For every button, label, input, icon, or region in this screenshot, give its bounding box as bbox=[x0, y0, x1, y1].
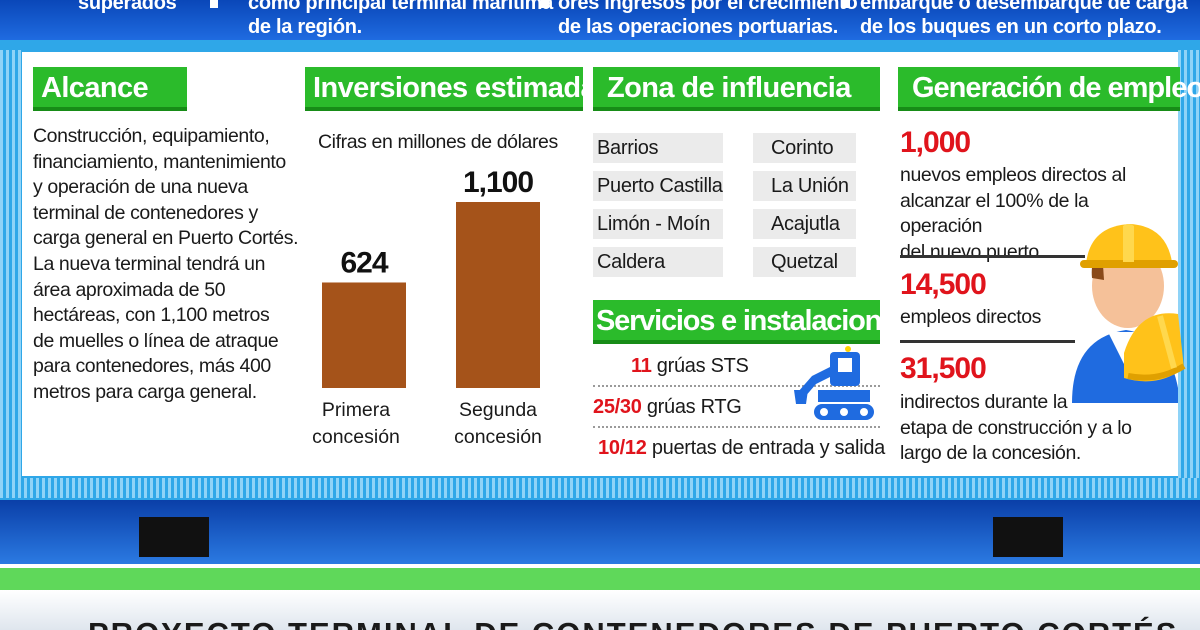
bullet-marker bbox=[541, 0, 549, 8]
employment-line: nuevos empleos directos al bbox=[900, 164, 1126, 186]
container-ribs-left bbox=[0, 50, 22, 490]
top-text-line: de los buques en un corto plazo. bbox=[860, 16, 1162, 38]
chart-caption: Cifras en millones de dólares bbox=[318, 131, 558, 153]
excavator-icon bbox=[794, 346, 874, 420]
top-text-col-4: embarque o desembarque de carga de los b… bbox=[860, 0, 1188, 39]
top-text-col-1: superados bbox=[78, 0, 177, 15]
top-text-line: embarque o desembarque de carga bbox=[860, 0, 1188, 14]
service-label: grúas STS bbox=[651, 355, 749, 377]
service-row: 25/30 grúas RTG bbox=[593, 389, 880, 428]
alcance-line: La nueva terminal tendrá un bbox=[33, 252, 266, 275]
divider bbox=[900, 255, 1085, 258]
alcance-line: financiamiento, mantenimiento bbox=[33, 150, 286, 173]
zone-cell: La Unión bbox=[753, 171, 856, 201]
employment-text: indirectos durante la etapa de construcc… bbox=[900, 390, 1160, 467]
alcance-line: metros para carga general. bbox=[33, 380, 257, 403]
zone-cell: Corinto bbox=[753, 133, 856, 163]
bullet-marker bbox=[842, 0, 850, 8]
servicios-header: Servicios e instalaciones bbox=[593, 300, 912, 344]
zona-header: Zona de influencia bbox=[593, 67, 880, 111]
zone-cell: Puerto Castilla bbox=[593, 171, 723, 201]
service-count: 11 bbox=[631, 355, 652, 377]
zone-cell: Barrios bbox=[593, 133, 723, 163]
bottom-title: PROYECTO TERMINAL DE CONTENEDORES DE PUE… bbox=[88, 616, 1178, 630]
alcance-line: y operación de una nueva bbox=[33, 176, 248, 199]
zone-cell: Acajutla bbox=[753, 209, 856, 239]
category-label: concesión bbox=[312, 426, 400, 448]
bottom-title-band: PROYECTO TERMINAL DE CONTENEDORES DE PUE… bbox=[0, 590, 1200, 630]
category-label: Primera bbox=[322, 399, 390, 421]
service-count: 10/12 bbox=[598, 437, 647, 459]
employment-text: empleos directos bbox=[900, 305, 1100, 331]
employment-line: etapa de construcción y a lo bbox=[900, 416, 1132, 439]
employment-number: 31,500 bbox=[900, 352, 987, 385]
alcance-text: Construcción, equipamiento, financiamien… bbox=[33, 124, 303, 406]
alcance-line: área aproximada de 50 bbox=[33, 278, 226, 301]
bar bbox=[456, 202, 540, 388]
alcance-line: hectáreas, con 1,100 metros bbox=[33, 304, 270, 327]
container-ribs-bottom bbox=[0, 478, 1200, 498]
bar bbox=[322, 282, 406, 388]
category-label: Segunda bbox=[459, 399, 537, 421]
top-text-line: superados bbox=[78, 0, 177, 14]
service-row: 11 grúas STS bbox=[593, 348, 880, 387]
top-text-line: de la región. bbox=[248, 16, 362, 38]
top-text-line: de las operaciones portuarias. bbox=[558, 16, 838, 38]
service-count: 25/30 bbox=[593, 396, 642, 418]
worker-hardhat-icon bbox=[1072, 224, 1186, 403]
zone-cell: Limón - Moín bbox=[593, 209, 723, 239]
employment-number: 14,500 bbox=[900, 268, 987, 301]
service-label: puertas de entrada y salida bbox=[646, 437, 885, 459]
top-text-col-3: ores ingresos por el crecimiento de las … bbox=[558, 0, 858, 39]
divider bbox=[900, 340, 1075, 343]
employment-line: indirectos durante la bbox=[900, 391, 1068, 413]
category-label: concesión bbox=[454, 426, 542, 448]
top-band: superados como principal terminal maríti… bbox=[0, 0, 1200, 40]
green-band bbox=[0, 564, 1200, 590]
zone-cell: Caldera bbox=[593, 247, 723, 277]
top-text-col-2: como principal terminal marítima de la r… bbox=[248, 0, 553, 39]
bar-value-label: 1,100 bbox=[463, 166, 533, 199]
investment-bar-chart: 624 Primera concesión 1,100 Segunda concesión bbox=[312, 166, 542, 448]
top-text-line: ores ingresos por el crecimiento bbox=[558, 0, 858, 14]
empleo-header: Generación de empleo bbox=[898, 67, 1200, 111]
alcance-header: Alcance bbox=[33, 67, 187, 111]
zone-cell: Quetzal bbox=[753, 247, 856, 277]
bullet-marker bbox=[210, 0, 218, 8]
employment-line: alcanzar el 100% de la operación bbox=[900, 189, 1089, 238]
container-foot-right bbox=[993, 517, 1063, 557]
service-label: grúas RTG bbox=[641, 396, 742, 418]
container-foot-left bbox=[139, 517, 209, 557]
inversiones-header: Inversiones estimadas bbox=[305, 67, 612, 111]
employment-line: empleos directos bbox=[900, 306, 1042, 328]
alcance-line: terminal de contenedores y bbox=[33, 201, 258, 224]
employment-number: 1,000 bbox=[900, 126, 971, 159]
alcance-line: carga general en Puerto Cortés. bbox=[33, 227, 299, 250]
top-text-line: como principal terminal marítima bbox=[248, 0, 553, 14]
container-ribs-right bbox=[1178, 50, 1200, 490]
alcance-line: Construcción, equipamiento, bbox=[33, 125, 270, 147]
employment-line: largo de la concesión. bbox=[900, 442, 1081, 464]
service-row: 10/12 puertas de entrada y salida bbox=[593, 430, 885, 469]
bar-value-label: 624 bbox=[340, 246, 388, 279]
alcance-line: de muelles o línea de atraque bbox=[33, 329, 279, 352]
alcance-line: para contenedores, más 400 bbox=[33, 355, 271, 378]
